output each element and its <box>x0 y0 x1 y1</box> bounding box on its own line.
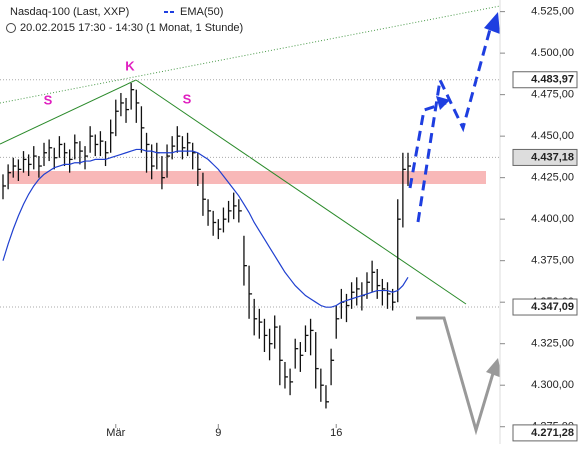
price-box <box>512 71 578 89</box>
trend-line <box>135 79 467 305</box>
price-label: 4.437,18 <box>531 151 574 163</box>
support-band <box>8 171 486 184</box>
x-tick-label: 16 <box>330 427 342 439</box>
period: 20.02.2015 17:30 - 14:30 (1 Monat, 1 Stu… <box>20 22 243 34</box>
price-box <box>512 424 578 442</box>
instrument: Nasdaq-100 (Last, XXP) <box>10 6 129 18</box>
y-tick-label: 4.375,00 <box>531 255 574 267</box>
price-label: 4.483,97 <box>531 74 574 86</box>
clock-icon <box>6 23 16 33</box>
pattern-label: K <box>125 58 135 73</box>
y-tick-label: 4.475,00 <box>531 89 574 101</box>
y-tick-label: 4.525,00 <box>531 6 574 18</box>
y-tick-label: 4.400,00 <box>531 213 574 225</box>
y-tick-label: 4.500,00 <box>531 47 574 59</box>
trend-line-dotted <box>0 5 501 104</box>
price-box <box>512 148 578 166</box>
x-tick-label: Mär <box>106 427 125 439</box>
trend-line <box>0 79 137 145</box>
indicator: EMA(50) <box>180 6 223 18</box>
y-tick-label: 4.425,00 <box>531 172 574 184</box>
ema-line <box>2 148 409 308</box>
price-label: 4.347,09 <box>531 301 574 313</box>
pattern-label: S <box>44 92 53 107</box>
y-tick-label: 4.450,00 <box>531 130 574 142</box>
arrow-head <box>436 96 450 110</box>
arrow-head <box>486 358 502 378</box>
price-box <box>512 298 578 316</box>
y-tick-label: 4.300,00 <box>531 379 574 391</box>
forecast-arrow <box>416 21 494 223</box>
arrow-head <box>484 12 500 34</box>
x-tick-label: 9 <box>215 427 221 439</box>
scenario-arrow <box>416 316 496 436</box>
pattern-label: S <box>183 91 192 106</box>
price-label: 4.271,28 <box>531 427 574 439</box>
y-tick-label: 4.325,00 <box>531 338 574 350</box>
